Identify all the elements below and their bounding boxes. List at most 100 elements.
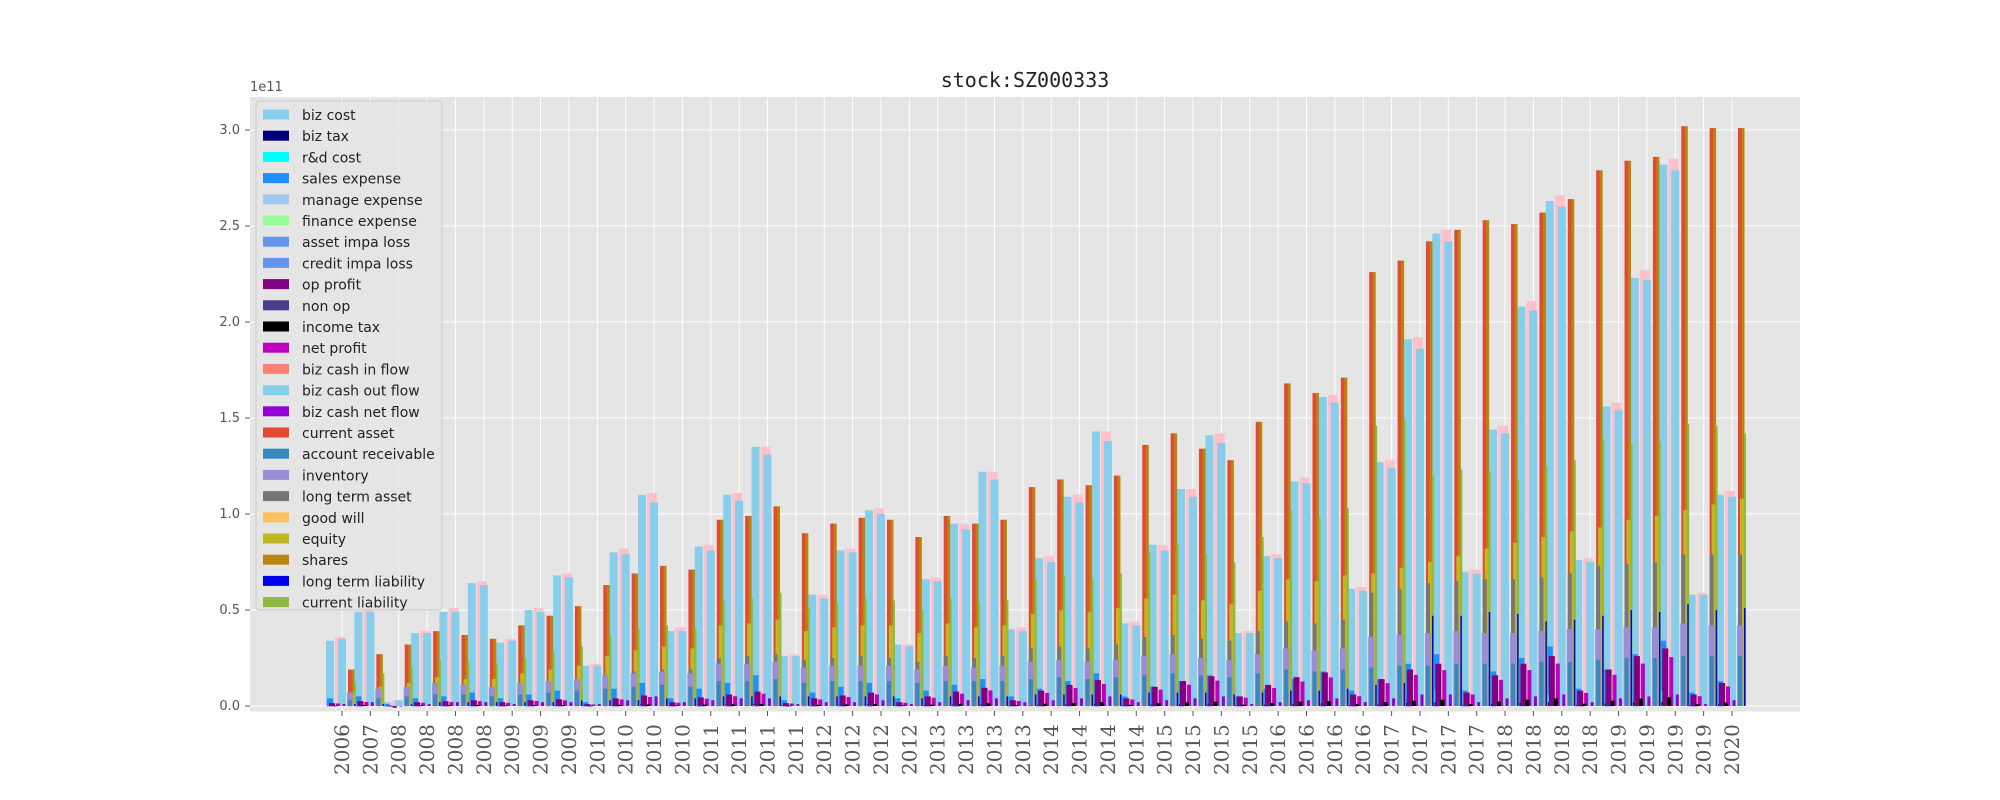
bar xyxy=(433,706,438,707)
bar xyxy=(646,704,651,706)
bar xyxy=(1728,496,1736,706)
legend-label: biz cash net flow xyxy=(302,405,420,421)
chart-title: stock:SZ000333 xyxy=(941,68,1110,92)
bar xyxy=(874,694,879,706)
bar xyxy=(477,701,482,706)
x-tick-label: 2016 xyxy=(1351,724,1375,775)
bar xyxy=(1142,444,1147,706)
bar xyxy=(682,702,686,706)
bar xyxy=(830,681,835,706)
bar xyxy=(700,705,705,707)
bar xyxy=(527,700,534,706)
bar xyxy=(1180,681,1187,706)
legend-label: sales expense xyxy=(302,172,401,188)
bar xyxy=(587,706,592,707)
bar xyxy=(524,610,533,706)
bar xyxy=(473,705,478,707)
x-tick-label: 2014 xyxy=(1096,724,1120,775)
bar xyxy=(1369,667,1374,706)
bar xyxy=(1227,460,1232,706)
bar xyxy=(1178,706,1185,707)
bar xyxy=(1482,663,1487,706)
bar xyxy=(1016,701,1021,706)
bar xyxy=(1298,701,1303,706)
bar xyxy=(1121,706,1128,707)
bar xyxy=(785,706,790,707)
x-tick-label: 2011 xyxy=(784,724,808,775)
bar xyxy=(1142,706,1147,707)
bar xyxy=(1057,706,1062,707)
bar xyxy=(1562,694,1566,706)
bar xyxy=(497,706,504,707)
bar xyxy=(631,573,636,706)
bar xyxy=(1302,483,1311,706)
bar xyxy=(958,703,963,706)
bar xyxy=(674,705,679,706)
bar xyxy=(1375,462,1384,706)
bar xyxy=(399,706,403,707)
bar xyxy=(546,615,551,706)
bar xyxy=(1272,687,1277,706)
x-tick-label: 2007 xyxy=(358,724,382,775)
bar xyxy=(858,681,863,706)
bar xyxy=(1630,277,1639,706)
bar xyxy=(956,705,961,707)
bar xyxy=(1470,694,1475,706)
bar xyxy=(731,704,736,706)
bar xyxy=(639,682,646,706)
bar xyxy=(532,705,537,706)
x-tick-label: 2015 xyxy=(1181,724,1205,775)
bar xyxy=(1330,402,1339,706)
bar xyxy=(960,693,965,706)
bar xyxy=(417,705,422,707)
bar xyxy=(404,644,409,706)
bar xyxy=(461,694,466,706)
legend-swatch xyxy=(263,130,289,141)
bar xyxy=(667,706,674,707)
bar xyxy=(626,700,630,706)
bar xyxy=(1715,425,1718,706)
bar xyxy=(506,702,511,706)
bar xyxy=(716,519,721,706)
bar xyxy=(1457,229,1461,706)
bar xyxy=(439,659,442,706)
bar xyxy=(1350,694,1357,706)
bar xyxy=(981,687,988,706)
bar xyxy=(1177,489,1186,706)
bar xyxy=(546,692,551,706)
bar xyxy=(909,704,913,706)
bar xyxy=(1571,199,1575,706)
bar xyxy=(1158,689,1163,706)
bar xyxy=(1719,682,1725,706)
bar xyxy=(1315,393,1319,706)
bar xyxy=(842,705,847,707)
bar xyxy=(894,706,901,707)
bar xyxy=(1148,544,1157,706)
x-tick-label: 2006 xyxy=(330,724,354,775)
bar xyxy=(915,682,920,706)
bar xyxy=(695,706,702,707)
bar xyxy=(1312,706,1317,707)
bar xyxy=(360,705,365,707)
bar xyxy=(1126,705,1131,707)
bar xyxy=(1199,706,1204,707)
bar xyxy=(1545,201,1554,707)
bar xyxy=(1064,706,1071,707)
bar xyxy=(1007,706,1014,707)
bar xyxy=(338,638,346,706)
bar xyxy=(745,681,750,706)
bar xyxy=(1647,696,1651,706)
bar xyxy=(1262,556,1271,706)
bar xyxy=(1189,496,1198,706)
bar xyxy=(1477,702,1481,706)
bar xyxy=(382,702,391,706)
legend-swatch xyxy=(263,194,289,205)
legend-swatch xyxy=(263,173,289,184)
bar xyxy=(1346,508,1349,706)
x-tick-label: 2014 xyxy=(1124,724,1148,775)
bar xyxy=(1170,706,1175,707)
bar xyxy=(933,581,942,706)
bar xyxy=(1669,657,1674,706)
bar xyxy=(1387,467,1396,706)
bar xyxy=(1239,705,1244,707)
